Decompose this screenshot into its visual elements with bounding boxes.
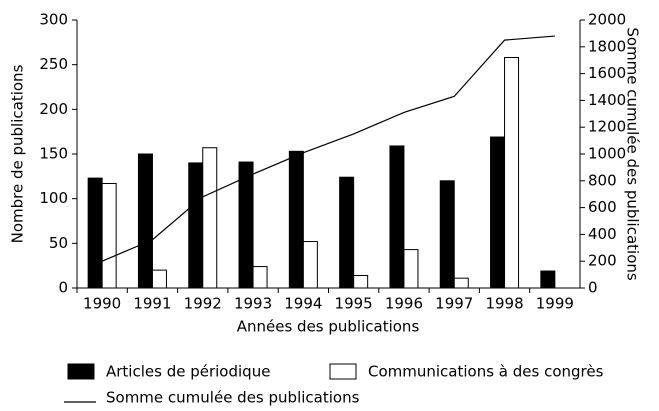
y2-axis-title: Somme cumulée des publications bbox=[624, 27, 642, 281]
x-tick-label: 1992 bbox=[184, 295, 222, 313]
bar bbox=[490, 136, 506, 289]
y2-tick-label: 1600 bbox=[588, 64, 626, 82]
y2-tick-label: 400 bbox=[588, 225, 617, 243]
bar bbox=[202, 147, 218, 289]
bar bbox=[302, 241, 318, 289]
bar bbox=[101, 182, 117, 289]
bar bbox=[439, 180, 455, 289]
y2-tick-label: 2000 bbox=[588, 11, 626, 29]
x-axis-title: Années des publications bbox=[237, 318, 420, 336]
x-tick-label: 1997 bbox=[435, 295, 473, 313]
bar bbox=[504, 57, 520, 289]
x-tick-label: 1991 bbox=[133, 295, 171, 313]
bar bbox=[540, 270, 556, 289]
y2-tick-label: 1400 bbox=[588, 91, 626, 109]
y2-tick-label: 200 bbox=[588, 252, 617, 270]
bar bbox=[151, 269, 167, 289]
bar bbox=[137, 153, 153, 289]
y-tick-label: 100 bbox=[39, 189, 68, 207]
y-tick-label: 50 bbox=[49, 234, 68, 252]
y2-tick-label: 600 bbox=[588, 198, 617, 216]
line-series bbox=[101, 35, 555, 262]
bar bbox=[87, 177, 103, 289]
y2-tick-label: 1800 bbox=[588, 37, 626, 55]
x-tick-label: 1998 bbox=[485, 295, 523, 313]
legend-label: Communications à des congrès bbox=[368, 363, 604, 381]
legend-swatch bbox=[67, 363, 95, 380]
y-tick-label: 150 bbox=[39, 145, 68, 163]
bar bbox=[339, 176, 355, 289]
x-tick-label: 1990 bbox=[83, 295, 121, 313]
y2-tick-label: 800 bbox=[588, 171, 617, 189]
y2-tick-label: 0 bbox=[588, 279, 598, 297]
y-tick-label: 200 bbox=[39, 100, 68, 118]
bar bbox=[252, 266, 268, 289]
y-tick-label: 0 bbox=[58, 279, 68, 297]
y-tick-label: 300 bbox=[39, 11, 68, 29]
legend-label: Somme cumulée des publications bbox=[106, 389, 360, 407]
y-axis-title: Nombre de publications bbox=[9, 64, 27, 243]
legend-label: Articles de périodique bbox=[106, 363, 270, 381]
y2-tick-label: 1000 bbox=[588, 145, 626, 163]
y-tick-label: 250 bbox=[39, 55, 68, 73]
bar bbox=[353, 274, 369, 289]
bar bbox=[238, 161, 254, 289]
bar bbox=[389, 145, 405, 289]
legend-swatch bbox=[329, 363, 357, 380]
y2-tick-label: 1200 bbox=[588, 118, 626, 136]
x-tick-label: 1993 bbox=[234, 295, 272, 313]
x-tick-label: 1994 bbox=[284, 295, 322, 313]
bar bbox=[403, 249, 419, 289]
x-tick-label: 1995 bbox=[335, 295, 373, 313]
bar bbox=[188, 162, 204, 289]
x-tick-label: 1996 bbox=[385, 295, 423, 313]
x-tick-label: 1999 bbox=[536, 295, 574, 313]
bar bbox=[453, 277, 469, 289]
bar bbox=[288, 150, 304, 289]
